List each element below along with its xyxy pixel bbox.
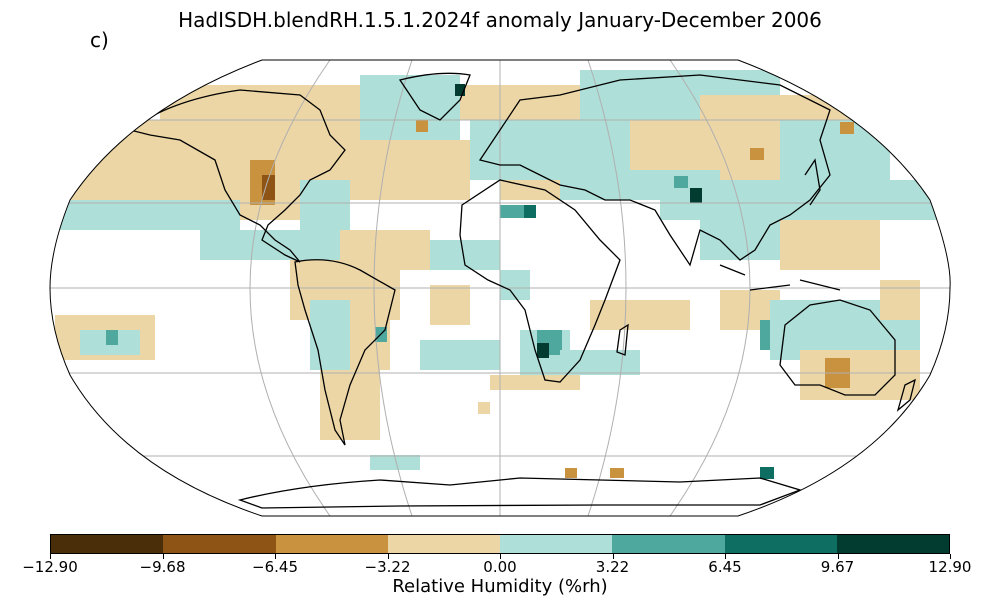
coastlines [128,72,916,509]
colorbar-tick-label: −3.22 [364,558,411,576]
colorbar-tick-label: 9.67 [820,558,855,576]
colorbar-tick-label: −12.90 [22,558,78,576]
colorbar-tick-label: −9.68 [139,558,186,576]
colorbar-segment [612,535,725,553]
colorbar-tick-mark [500,554,501,559]
colorbar-segment [163,535,276,553]
colorbar-ticks: −12.90 −9.68 −6.45 −3.22 0.00 3.22 6.45 9.67 12.… [0,558,1000,578]
colorbar-segment [387,535,500,553]
anomaly-grid [55,70,940,479]
colorbar-tick-mark [162,554,164,559]
map-title: HadISDH.blendRH.1.5.1.2024f anomaly Janu… [178,8,822,32]
colorbar-tick-mark [387,554,389,559]
colorbar-tick-label: 6.45 [708,558,742,576]
map-outline [49,59,951,517]
colorbar-tick-mark [612,554,614,559]
colorbar-segment [51,535,164,553]
colorbar-label: Relative Humidity (%rh) [392,576,608,597]
colorbar-segment [275,535,388,553]
colorbar-tick-mark [50,554,51,559]
colorbar-tick-label: −6.45 [252,558,298,576]
colorbar-tick-label: 12.90 [928,558,972,576]
colorbar-tick-mark [837,554,839,559]
colorbar-tick-label: 3.22 [595,558,630,576]
colorbar-tick-label: 0.00 [483,558,517,576]
colorbar-segment [500,535,613,553]
panel-label: c) [90,28,109,52]
colorbar-segment [724,535,837,553]
colorbar-tick-mark [275,554,276,559]
anomaly-map [49,59,951,517]
colorbar-segment [836,535,949,553]
colorbar-tick-mark [725,554,726,559]
colorbar [50,534,950,554]
colorbar-tick-mark [950,554,951,559]
